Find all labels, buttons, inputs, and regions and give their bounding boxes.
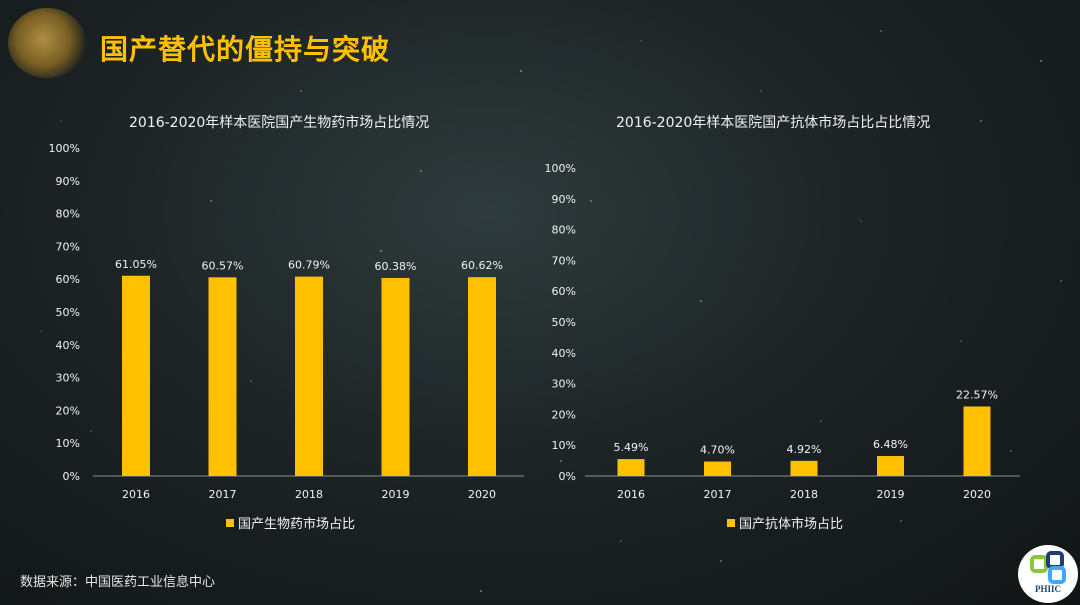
data-label: 4.70%	[700, 444, 735, 457]
y-tick-label: 70%	[552, 254, 576, 267]
y-tick-label: 10%	[552, 439, 576, 452]
data-label: 60.38%	[375, 260, 417, 273]
star	[480, 590, 482, 592]
logo-text: PHIIC	[1034, 584, 1061, 594]
y-tick-label: 80%	[552, 224, 576, 237]
star	[180, 60, 182, 62]
data-label: 60.57%	[202, 259, 244, 272]
star	[1060, 280, 1062, 282]
star	[980, 120, 982, 122]
star	[880, 30, 882, 32]
data-label: 22.57%	[956, 388, 998, 401]
data-label: 5.49%	[614, 441, 649, 454]
y-tick-label: 40%	[552, 347, 576, 360]
bar	[877, 456, 904, 476]
y-tick-label: 60%	[56, 273, 80, 286]
chart-1-legend-label: 国产生物药市场占比	[238, 517, 356, 532]
star	[590, 200, 592, 202]
star	[380, 250, 382, 252]
y-tick-label: 30%	[552, 378, 576, 391]
star	[640, 40, 642, 42]
x-tick-label: 2019	[382, 488, 410, 501]
star	[700, 300, 702, 302]
x-tick-label: 2017	[209, 488, 237, 501]
star	[340, 520, 342, 522]
star	[960, 340, 962, 342]
legend-swatch	[226, 518, 234, 527]
data-label: 6.48%	[873, 438, 908, 451]
y-tick-label: 100%	[49, 142, 80, 155]
star	[90, 430, 92, 432]
chart-2-legend-label: 国产抗体市场占比	[739, 517, 844, 532]
y-tick-label: 20%	[552, 408, 576, 421]
star	[60, 120, 62, 122]
y-tick-label: 80%	[56, 208, 80, 221]
y-tick-label: 0%	[559, 470, 576, 483]
star	[1010, 450, 1012, 452]
star	[250, 380, 252, 382]
page-title: 国产替代的僵持与突破	[100, 33, 391, 66]
y-tick-label: 90%	[56, 175, 80, 188]
bar	[381, 277, 410, 476]
x-tick-label: 2020	[468, 488, 496, 501]
star	[720, 560, 722, 562]
y-tick-label: 50%	[552, 316, 576, 329]
bar	[963, 406, 991, 476]
data-label: 60.62%	[461, 259, 503, 272]
chart-1-biologics-share: 0% 10% 20% 30% 40% 50% 60% 70% 80% 90% 100% 61.05% 2…	[49, 142, 524, 501]
star	[820, 420, 822, 422]
star	[420, 170, 422, 172]
x-tick-label: 2020	[963, 488, 991, 501]
bar	[208, 277, 237, 476]
y-tick-label: 70%	[56, 240, 80, 253]
bar	[704, 461, 731, 476]
phiic-logo: PHIIC	[1018, 545, 1078, 603]
y-tick-label: 40%	[56, 339, 80, 352]
star	[130, 260, 132, 262]
data-source-note: 数据来源：中国医药工业信息中心	[20, 575, 216, 590]
bar	[122, 275, 150, 476]
legend-swatch	[727, 518, 735, 527]
bar	[617, 459, 645, 476]
x-tick-label: 2019	[877, 488, 905, 501]
chart-2-legend: 国产抗体市场占比	[727, 513, 843, 532]
x-tick-label: 2018	[790, 488, 818, 501]
bar	[468, 277, 496, 476]
y-tick-label: 30%	[56, 372, 80, 385]
y-tick-label: 0%	[63, 470, 80, 483]
x-tick-label: 2017	[704, 488, 732, 501]
y-tick-label: 10%	[56, 437, 80, 450]
star	[1040, 60, 1042, 62]
star	[900, 520, 902, 522]
y-tick-label: 50%	[56, 306, 80, 319]
x-tick-label: 2016	[617, 488, 645, 501]
star	[210, 200, 212, 202]
y-tick-label: 100%	[545, 162, 576, 175]
star	[620, 540, 622, 542]
chart-1-legend: 国产生物药市场占比	[226, 513, 355, 532]
star	[300, 90, 302, 92]
data-label: 4.92%	[787, 443, 822, 456]
chart-2-antibody-share: 0% 10% 20% 30% 40% 50% 60% 70% 80% 90% 100% 5.49% 20…	[545, 162, 1020, 501]
chart-1-title: 2016-2020年样本医院国产生物药市场占比情况	[129, 115, 430, 131]
data-label: 61.05%	[115, 258, 157, 271]
star	[760, 90, 762, 92]
logo-ring-blue-icon	[1048, 566, 1066, 584]
x-tick-label: 2016	[122, 488, 150, 501]
y-tick-label: 60%	[552, 285, 576, 298]
bar	[295, 276, 323, 476]
y-tick-label: 20%	[56, 404, 80, 417]
x-tick-label: 2018	[295, 488, 323, 501]
data-label: 60.79%	[288, 259, 330, 272]
bar	[790, 460, 818, 476]
corner-emblem-icon	[8, 8, 86, 78]
star	[40, 330, 42, 332]
star	[860, 220, 862, 222]
y-tick-label: 90%	[552, 193, 576, 206]
star	[560, 460, 562, 462]
chart-2-title: 2016-2020年样本医院国产抗体市场占比占比情况	[616, 115, 931, 131]
star	[520, 70, 522, 72]
